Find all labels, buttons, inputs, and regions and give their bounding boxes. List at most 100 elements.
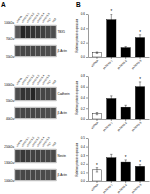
y-axis: 0.00.20.40.60.8 [81, 74, 89, 121]
x-tick: shTBX5-1 [102, 119, 114, 132]
y-tick-mark [86, 14, 88, 15]
y-tick: 0.4 [81, 96, 88, 100]
x-tick-label: shTBX5-3 [131, 120, 143, 132]
error-bar [125, 47, 126, 49]
y-axis-line [88, 139, 89, 182]
x-tick-label: shTBX5-1 [102, 58, 114, 70]
y-tick-label: 0.4 [81, 145, 86, 149]
blot-panel: Nestinβ-Actin250kDa130kDa100kDashRNAshTB… [4, 135, 67, 183]
band [46, 26, 51, 38]
blot-panel: TBX5β-Actin100kDa70kDa55kDashRNAshTBX5-1… [4, 11, 67, 59]
band [15, 150, 20, 162]
error-bar [96, 113, 97, 115]
x-tick: shTBX5-2 [116, 181, 128, 194]
y-tick-mark [86, 172, 88, 173]
kda-label: 70kDa [6, 37, 15, 41]
band [20, 150, 25, 162]
y-tick-mark [86, 164, 88, 165]
bar [107, 158, 116, 181]
error-cap [124, 46, 126, 47]
protein-label: β-Actin [58, 173, 68, 177]
bar [107, 20, 116, 57]
error-cap [124, 105, 126, 106]
band [41, 46, 46, 56]
blot-background [15, 169, 57, 181]
x-tick-label: shTBX5-2 [116, 58, 128, 70]
error-cap [124, 48, 126, 49]
y-tick-mark [86, 98, 88, 99]
y-tick: 0.4 [81, 145, 88, 149]
y-tick-label: 0.2 [81, 41, 86, 45]
protein-label: TBX5 [58, 30, 66, 34]
error-cap [139, 91, 141, 92]
x-axis-line [89, 57, 150, 58]
protein-label: β-Actin [58, 49, 68, 53]
y-tick-mark [86, 119, 88, 120]
bar-panel: 0.00.10.20.30.40.5shRNAshTBX5-1shTBX5-2s… [75, 136, 150, 194]
band [31, 26, 36, 38]
error-cap [110, 161, 112, 162]
y-tick: 0.4 [81, 27, 88, 31]
y-axis: 0.00.10.20.30.40.5 [81, 136, 89, 183]
y-tick-label: 0.3 [81, 154, 86, 158]
band [15, 46, 20, 56]
x-tick-mark [96, 119, 97, 121]
background [0, 0, 150, 194]
x-tick-label: shTBX5-1 [102, 182, 114, 194]
y-tick-label: 0.2 [81, 162, 86, 166]
error-cap [96, 171, 98, 172]
band [41, 150, 46, 162]
y-axis-title: Relative protein expression [75, 18, 79, 52]
y-tick: 0.6 [81, 12, 88, 16]
band [25, 150, 30, 162]
band [51, 108, 56, 118]
band [36, 46, 41, 56]
error-cap [96, 51, 98, 52]
error-bar [140, 35, 141, 41]
y-axis-line [88, 77, 89, 120]
band [31, 88, 36, 100]
band [25, 26, 30, 38]
error-cap [124, 109, 126, 110]
error-cap [110, 25, 112, 26]
y-tick-label: 0.1 [81, 171, 86, 175]
x-tick-label: shTBX5-3 [131, 182, 143, 194]
band [41, 108, 46, 118]
significance-label: * [139, 30, 141, 35]
y-tick: 0.6 [81, 85, 88, 89]
kda-label: 40kDa [6, 117, 15, 121]
band [46, 170, 51, 180]
y-axis: 0.00.20.40.6 [81, 12, 89, 59]
error-bar [125, 105, 126, 109]
band [46, 46, 51, 56]
bar-panel: 0.00.20.40.60.8shRNAshTBX5-1shTBX5-2shTB… [75, 74, 150, 132]
y-tick-mark [86, 87, 88, 88]
band [51, 150, 56, 162]
band [20, 108, 25, 118]
kda-label: 250kDa [4, 145, 14, 149]
error-bar [140, 165, 141, 168]
band [36, 108, 41, 118]
protein-label: Cadherin [58, 92, 71, 96]
x-tick: shTBX5-3 [131, 181, 143, 194]
x-tick-mark [125, 181, 126, 183]
x-tick-mark [111, 57, 112, 59]
band [51, 170, 56, 180]
band [36, 150, 41, 162]
y-tick-label: 0.4 [81, 27, 86, 31]
error-bar [125, 160, 126, 164]
band [46, 88, 51, 100]
error-cap [124, 164, 126, 165]
x-tick: shTBX5-2 [116, 57, 128, 70]
blot-background [15, 149, 57, 163]
y-tick-label: 0.0 [81, 179, 86, 183]
y-tick: 0.8 [81, 74, 88, 78]
bar [121, 107, 130, 119]
kda-label: 100kDa [4, 21, 14, 25]
x-tick: shTBX5-1 [102, 181, 114, 194]
error-bar [111, 14, 112, 25]
error-bar [111, 154, 112, 161]
error-cap [110, 95, 112, 96]
y-tick-label: 0.2 [81, 107, 86, 111]
blot-background [15, 45, 57, 57]
